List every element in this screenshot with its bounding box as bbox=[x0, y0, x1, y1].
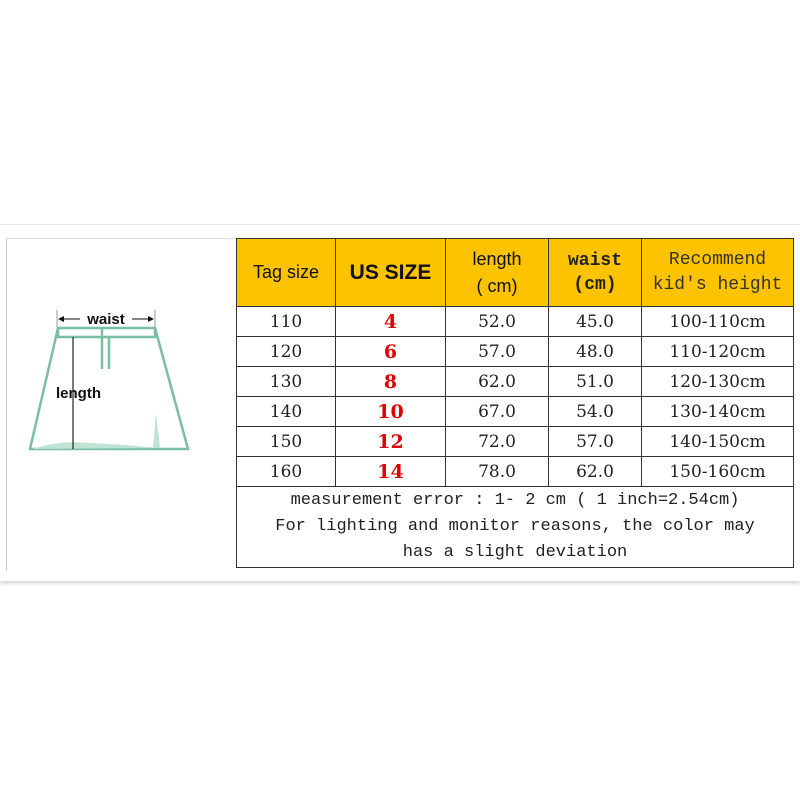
cell-height: 150-160cm bbox=[641, 456, 794, 487]
cell-us-size: 14 bbox=[335, 456, 446, 487]
note-measurement-error: measurement error : 1- 2 cm ( 1 inch=2.5… bbox=[290, 491, 740, 510]
cell-tag-size: 160 bbox=[236, 456, 336, 487]
length-label: length bbox=[56, 385, 101, 402]
table-row: 120 6 57.0 48.0 110-120cm bbox=[236, 336, 794, 367]
size-table: Tag size US SIZE length( cm) waist (cm) R… bbox=[236, 238, 794, 568]
cell-waist: 51.0 bbox=[548, 366, 642, 397]
cell-length: 57.0 bbox=[445, 336, 549, 367]
cell-length: 67.0 bbox=[445, 396, 549, 427]
note-cell: measurement error : 1- 2 cm ( 1 inch=2.5… bbox=[236, 486, 794, 568]
cell-waist: 57.0 bbox=[548, 426, 642, 457]
cell-waist: 48.0 bbox=[548, 336, 642, 367]
header-waist: waist (cm) bbox=[548, 238, 642, 307]
header-us-size: US SIZE bbox=[335, 238, 446, 307]
cell-length: 62.0 bbox=[445, 366, 549, 397]
cell-tag-size: 130 bbox=[236, 366, 336, 397]
header-row: Tag size US SIZE length( cm) waist (cm) R… bbox=[236, 238, 794, 307]
note-row: measurement error : 1- 2 cm ( 1 inch=2.5… bbox=[236, 486, 794, 568]
cell-us-size: 6 bbox=[335, 336, 446, 367]
cell-height: 140-150cm bbox=[641, 426, 794, 457]
cell-tag-size: 140 bbox=[236, 396, 336, 427]
cell-us-size: 8 bbox=[335, 366, 446, 397]
header-height: Recommend kid's height bbox=[641, 238, 794, 307]
skirt-diagram: waist length bbox=[28, 310, 190, 451]
table-row: 140 10 67.0 54.0 130-140cm bbox=[236, 396, 794, 427]
cell-length: 78.0 bbox=[445, 456, 549, 487]
waist-label: waist bbox=[86, 311, 125, 328]
cell-waist: 54.0 bbox=[548, 396, 642, 427]
cell-us-size: 4 bbox=[335, 306, 446, 337]
table-row: 160 14 78.0 62.0 150-160cm bbox=[236, 456, 794, 487]
header-length: length( cm) bbox=[445, 238, 549, 307]
note-color-deviation: For lighting and monitor reasons, the co… bbox=[275, 517, 755, 536]
header-tag-size: Tag size bbox=[236, 238, 336, 307]
cell-us-size: 12 bbox=[335, 426, 446, 457]
cell-height: 130-140cm bbox=[641, 396, 794, 427]
table-row: 110 4 52.0 45.0 100-110cm bbox=[236, 306, 794, 337]
cell-height: 120-130cm bbox=[641, 366, 794, 397]
table-row: 130 8 62.0 51.0 120-130cm bbox=[236, 366, 794, 397]
cell-length: 72.0 bbox=[445, 426, 549, 457]
cell-us-size: 10 bbox=[335, 396, 446, 427]
cell-length: 52.0 bbox=[445, 306, 549, 337]
size-chart-frame bbox=[0, 224, 800, 581]
cell-waist: 45.0 bbox=[548, 306, 642, 337]
cell-tag-size: 110 bbox=[236, 306, 336, 337]
table-row: 150 12 72.0 57.0 140-150cm bbox=[236, 426, 794, 457]
note-color-deviation-cont: has a slight deviation bbox=[402, 543, 628, 562]
skirt-outline bbox=[28, 327, 190, 451]
diagram-panel bbox=[6, 238, 237, 571]
cell-tag-size: 150 bbox=[236, 426, 336, 457]
cell-tag-size: 120 bbox=[236, 336, 336, 367]
cell-waist: 62.0 bbox=[548, 456, 642, 487]
cell-height: 110-120cm bbox=[641, 336, 794, 367]
cell-height: 100-110cm bbox=[641, 306, 794, 337]
